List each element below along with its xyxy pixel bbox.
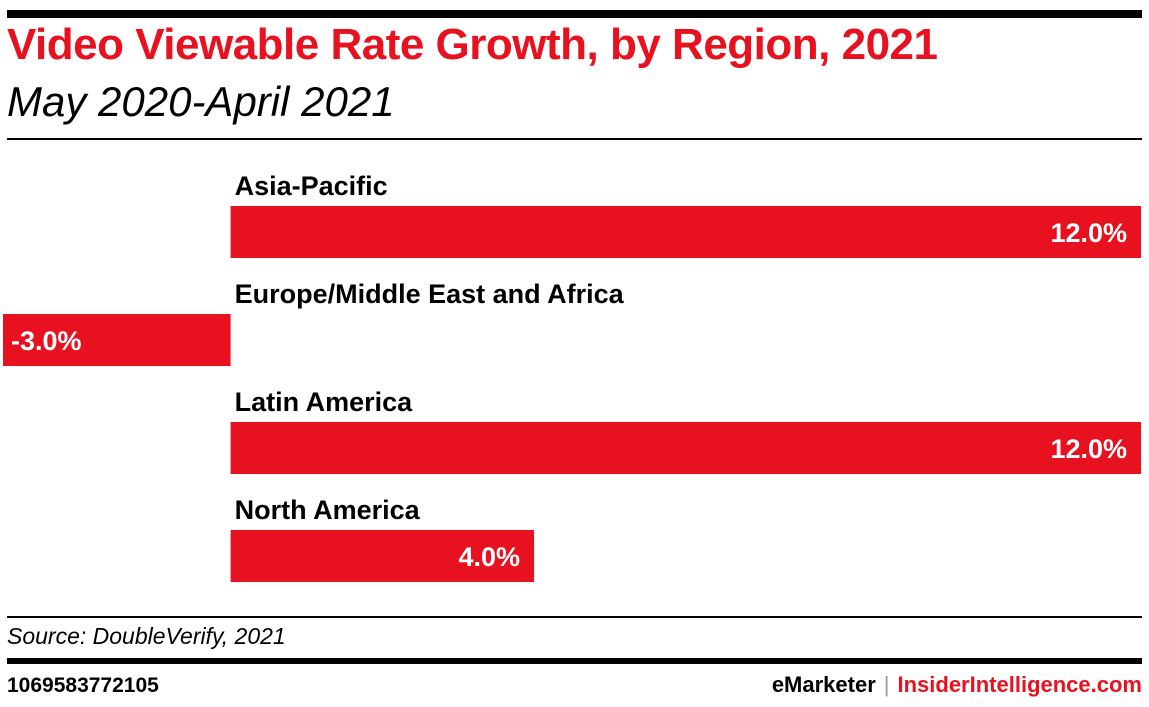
- top-rule: [7, 10, 1142, 18]
- category-label-asia-pacific: Asia-Pacific: [235, 171, 388, 201]
- chart-subtitle: May 2020-April 2021: [7, 78, 395, 125]
- footer-divider: [7, 616, 1142, 618]
- category-label-latin-america: Latin America: [235, 387, 414, 417]
- brand-logo[interactable]: eMarketer | InsiderIntelligence.com: [772, 672, 1142, 698]
- bar-latin-america[interactable]: [230, 422, 1142, 474]
- value-label-latin-america: 12.0%: [1050, 434, 1127, 464]
- bar-chart: Asia-Pacific 12.0% Europe/Middle East and …: [3, 171, 1142, 582]
- bar-asia-pacific[interactable]: [230, 206, 1142, 258]
- category-label-europe-middle-east-and-africa: Europe/Middle East and Africa: [235, 279, 625, 309]
- chart-id: 1069583772105: [7, 674, 159, 697]
- bar-north-america[interactable]: [230, 530, 535, 582]
- value-label-north-america: 4.0%: [459, 542, 521, 572]
- bottom-rule: [7, 658, 1142, 664]
- value-label-asia-pacific: 12.0%: [1050, 218, 1127, 248]
- source-note: Source: DoubleVerify, 2021: [7, 623, 286, 649]
- brand-separator: |: [883, 672, 890, 697]
- insider-intelligence-brand: InsiderIntelligence.com: [897, 672, 1142, 697]
- header-divider: [7, 138, 1142, 140]
- bar-europe-middle-east-and-africa[interactable]: [3, 314, 231, 366]
- value-label-europe-middle-east-and-africa: -3.0%: [11, 326, 82, 356]
- category-label-north-america: North America: [235, 495, 421, 525]
- emarketer-brand: eMarketer: [771, 672, 876, 697]
- chart-title: Video Viewable Rate Growth, by Region, 2…: [7, 20, 938, 69]
